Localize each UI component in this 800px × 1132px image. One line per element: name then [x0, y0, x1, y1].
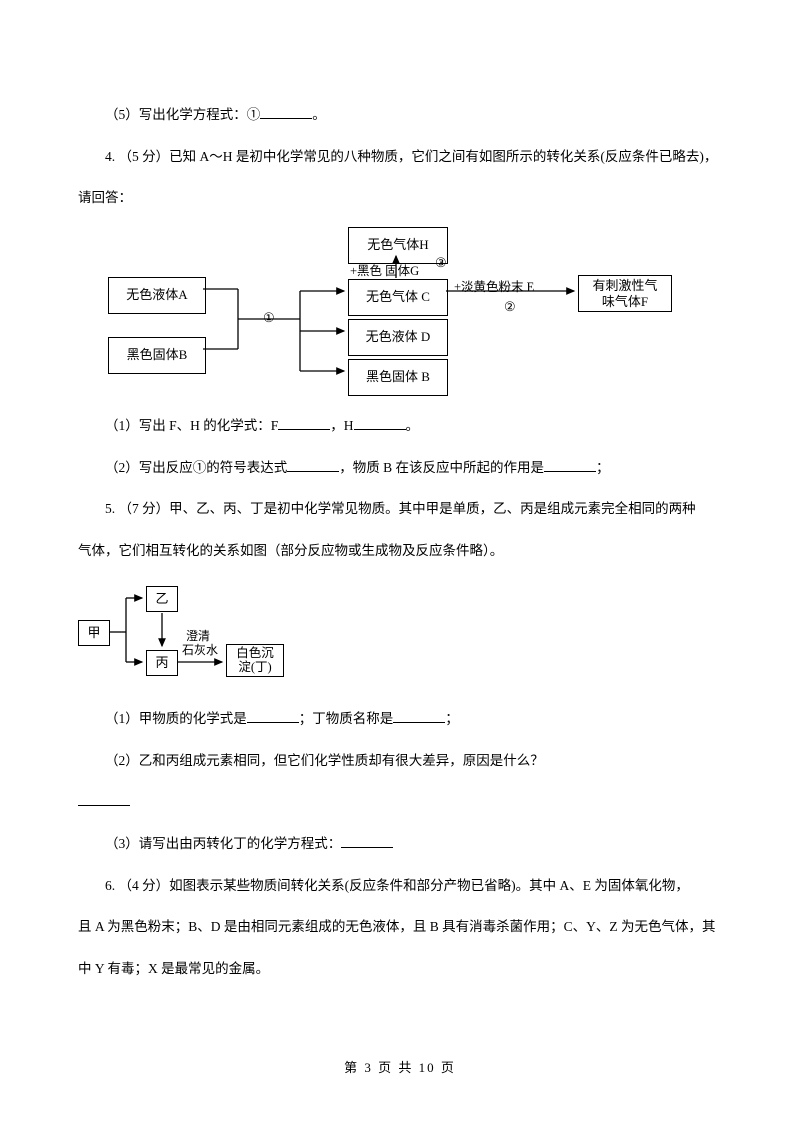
q3-l5-text: （5）写出化学方程式：① [105, 107, 260, 122]
q4-blank-role [544, 457, 596, 472]
d1-lines [108, 227, 668, 397]
q5-p1a: （1）甲物质的化学式是 [105, 711, 247, 726]
q4-blank-f [278, 416, 330, 431]
q3-blank-1 [260, 105, 312, 120]
q5-p1c: ； [445, 711, 459, 726]
q4-p2a: （2）写出反应①的符号表达式 [105, 460, 287, 475]
page-footer: 第 3 页 共 10 页 [0, 1057, 800, 1076]
q4-p2: （2）写出反应①的符号表达式 ，物质 B 在该反应中所起的作用是 ； [78, 453, 722, 483]
q5-intro2: 气体，它们相互转化的关系如图（部分反应物或生成物及反应条件略）。 [78, 536, 722, 566]
q6-intro3: 中 Y 有毒；X 是最常见的金属。 [78, 954, 722, 984]
q5-p3: （3）请写出由丙转化丁的化学方程式： [78, 829, 722, 859]
d2-lines [78, 580, 288, 690]
q5-blank-eq [341, 833, 393, 848]
q4-p1: （1）写出 F、H 的化学式：F ，H 。 [78, 411, 722, 441]
q4-blank-h [354, 416, 406, 431]
q5-blank-reason [78, 792, 130, 807]
q5-p2-blank [78, 787, 722, 817]
q5-p2: （2）乙和丙组成元素相同，但它们化学性质却有很大差异，原因是什么？ [78, 746, 722, 776]
q5-p3a: （3）请写出由丙转化丁的化学方程式： [105, 836, 341, 851]
q4-p2c: ； [596, 460, 610, 475]
q5-blank-jia [247, 708, 299, 723]
q5-p1b: ；丁物质名称是 [299, 711, 394, 726]
q5-diagram: 甲 乙 丙 白色沉 淀(丁) 澄清 石灰水 [78, 580, 288, 690]
q4-p1c: 。 [406, 418, 420, 433]
q4-p2b: ，物质 B 在该反应中所起的作用是 [339, 460, 544, 475]
q3-line5: （5）写出化学方程式：① 。 [78, 100, 722, 130]
q5-blank-ding [393, 708, 445, 723]
q6-intro1: 6. （4 分）如图表示某些物质间转化关系(反应条件和部分产物已省略)。其中 A… [78, 871, 722, 901]
q4-diagram: 无色液体A 黑色固体B 无色气体H 无色气体 C 无色液体 D 黑色固体 B 有… [108, 227, 668, 397]
q4-p1a: （1）写出 F、H 的化学式：F [105, 418, 278, 433]
q4-blank-eq1 [287, 457, 339, 472]
q5-intro1: 5. （7 分）甲、乙、丙、丁是初中化学常见物质。其中甲是单质，乙、丙是组成元素… [78, 494, 722, 524]
q4-p1b: ，H [330, 418, 353, 433]
q5-p1: （1）甲物质的化学式是 ；丁物质名称是 ； [78, 704, 722, 734]
q3-l5-end: 。 [312, 107, 326, 122]
q4-intro2: 请回答： [78, 183, 722, 213]
q4-intro1: 4. （5 分）已知 A～H 是初中化学常见的八种物质，它们之间有如图所示的转化… [78, 142, 722, 172]
q6-intro2: 且 A 为黑色粉末；B、D 是由相同元素组成的无色液体，且 B 具有消毒杀菌作用… [78, 912, 722, 942]
